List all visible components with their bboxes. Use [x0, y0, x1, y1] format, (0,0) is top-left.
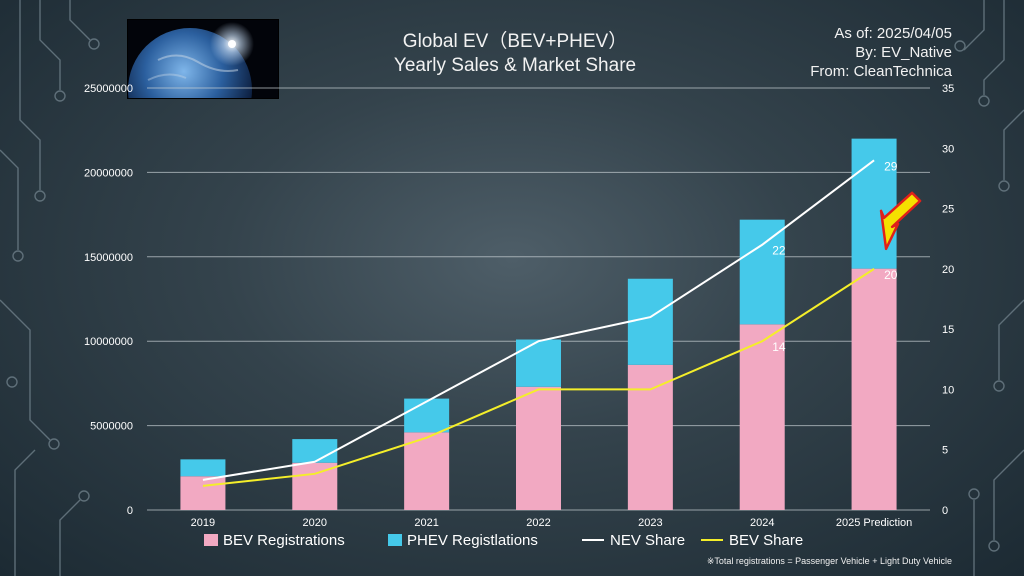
x-tick-label: 2022 — [526, 517, 550, 529]
bar-bev — [516, 386, 561, 510]
bar-bev — [404, 432, 450, 510]
y-right-tick-label: 35 — [942, 83, 954, 95]
bar-phev — [292, 439, 338, 463]
globe-image — [127, 19, 279, 99]
bar-bev — [292, 462, 338, 510]
legend-swatch — [204, 534, 218, 546]
nev-share-line — [202, 159, 875, 481]
author-credit: By: EV_Native — [855, 44, 952, 61]
x-tick-label: 2019 — [191, 517, 215, 529]
y-right-tick-label: 5 — [942, 445, 948, 457]
bar-phev — [851, 138, 897, 269]
data-label: 22 — [772, 244, 786, 258]
data-label: 29 — [884, 159, 898, 173]
bar-bev — [627, 364, 673, 510]
circuit-decoration-right — [954, 0, 1024, 576]
x-tick-label: 2023 — [638, 517, 662, 529]
title-line-2: Yearly Sales & Market Share — [393, 55, 637, 76]
data-label: 20 — [884, 268, 898, 282]
bar-bev — [739, 324, 785, 510]
y-left-tick-label: 15000000 — [84, 252, 133, 264]
source-credit: From: CleanTechnica — [810, 63, 952, 80]
y-left-tick-label: 25000000 — [84, 83, 133, 95]
y-right-tick-label: 10 — [942, 384, 954, 396]
legend-label: PHEV Registlations — [407, 532, 538, 549]
y-right-tick-label: 20 — [942, 264, 954, 276]
bar-phev — [404, 398, 450, 433]
bar-bev — [851, 268, 897, 510]
x-tick-label: 2021 — [414, 517, 438, 529]
x-tick-label: 2024 — [750, 517, 774, 529]
legend-label: BEV Registrations — [223, 532, 345, 549]
circuit-decoration-left — [0, 0, 100, 576]
bev-share-line — [202, 268, 875, 487]
y-left-tick-label: 20000000 — [84, 167, 133, 179]
y-right-tick-label: 30 — [942, 143, 954, 155]
meta-info: As of: 2025/04/05 By: EV_Native From: Cl… — [810, 24, 952, 81]
bar-phev — [180, 459, 226, 477]
y-right-tick-label: 25 — [942, 204, 954, 216]
y-left-tick-label: 5000000 — [90, 421, 133, 433]
bar-phev — [739, 219, 785, 325]
y-left-tick-label: 10000000 — [84, 336, 133, 348]
bar-bev — [180, 476, 226, 510]
legend-swatch — [388, 534, 402, 546]
y-right-tick-label: 15 — [942, 324, 954, 336]
y-right-tick-label: 0 — [942, 505, 948, 517]
x-tick-label: 2020 — [303, 517, 327, 529]
data-label: 14 — [772, 340, 786, 354]
y-left-tick-label: 0 — [127, 505, 133, 517]
bar-phev — [627, 278, 673, 365]
bar-phev — [516, 339, 561, 387]
title-line-1: Global EV（BEV+PHEV） — [402, 31, 628, 52]
x-tick-label: 2025 Prediction — [836, 517, 912, 529]
chart-title: Global EV（BEV+PHEV） Yearly Sales & Marke… — [340, 30, 690, 78]
footnote: ※Total registrations = Passenger Vehicle… — [706, 556, 952, 566]
legend-label: NEV Share — [610, 532, 685, 549]
legend-label: BEV Share — [729, 532, 803, 549]
annotation-arrow-icon — [879, 191, 922, 251]
as-of-date: As of: 2025/04/05 — [834, 25, 952, 42]
